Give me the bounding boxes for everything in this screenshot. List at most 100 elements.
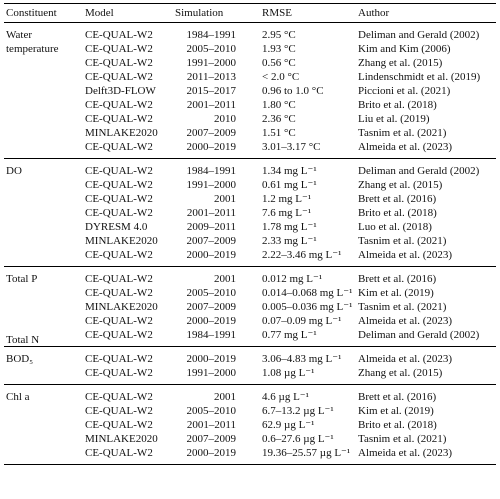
table-cell: 0.56 °C (262, 57, 296, 69)
table-cell: 0.77 mg L⁻¹ (262, 329, 317, 341)
table-cell: 1.2 mg L⁻¹ (262, 193, 312, 205)
table-cell: 3.01–3.17 °C (262, 141, 321, 153)
table-row: CE-QUAL-W2 2001 1.2 mg L⁻¹ Brett et al. (20… (4, 192, 496, 206)
table-cell: 2007–2009 (186, 235, 237, 247)
table-cell: Tasnim et al. (2021) (358, 127, 447, 139)
table-cell: Almeida et al. (2023) (358, 249, 453, 261)
table-cell: Kim et al. (2019) (358, 405, 434, 417)
table-cell: CE-QUAL-W2 (85, 353, 153, 365)
table-cell: 2001 (214, 193, 236, 205)
table-cell: 1.78 mg L⁻¹ (262, 221, 317, 233)
table-cell: 0.005–0.036 mg L⁻¹ (262, 301, 353, 313)
table-cell: 2001–2011 (186, 419, 236, 431)
header-cell: Author (356, 3, 496, 23)
table-row: MINLAKE2020 2007–2009 1.51 °C Tasnim et al.… (4, 126, 496, 140)
table-cell: 2005–2010 (186, 287, 237, 299)
table-cell: CE-QUAL-W2 (85, 141, 153, 153)
table-cell: 0.07–0.09 mg L⁻¹ (262, 315, 342, 327)
table-cell: CE-QUAL-W2 (85, 71, 153, 83)
table-cell: CE-QUAL-W2 (85, 165, 153, 177)
table-cell (4, 248, 83, 267)
table-row: CE-QUAL-W2 2001–2011 62.9 µg L⁻¹ Brito et a… (4, 418, 496, 432)
table-cell: CE-QUAL-W2 (85, 99, 153, 111)
table-row: CE-QUAL-W2 2005–2010 6.7–13.2 µg L⁻¹ Kim et… (4, 404, 496, 418)
table-cell (4, 178, 83, 192)
table-cell: Almeida et al. (2023) (358, 315, 453, 327)
table-cell: 2001–2011 (186, 99, 236, 111)
table-row: CE-QUAL-W2 2011–2013 < 2.0 °C Lindenschmidt… (4, 70, 496, 84)
table-row: CE-QUAL-W2 1991–2000 1.08 µg L⁻¹ Zhang et a… (4, 366, 496, 385)
table-cell: CE-QUAL-W2 (85, 29, 153, 41)
table-cell: Brett et al. (2016) (358, 391, 437, 403)
table-row: CE-QUAL-W2 2001–2011 1.80 °C Brito et al. (… (4, 98, 496, 112)
table-header: Constituent Model Simulation RMSE Author (4, 3, 496, 23)
table-cell: CE-QUAL-W2 (85, 207, 153, 219)
table-cell (4, 206, 83, 220)
table-cell: Brito et al. (2018) (358, 419, 437, 431)
constituent-label: Total N (6, 334, 40, 346)
table-cell: Brett et al. (2016) (358, 193, 437, 205)
table-cell: 1.51 °C (262, 127, 296, 139)
table-cell: 1984–1991 (186, 329, 237, 341)
table-cell: 0.014–0.068 mg L⁻¹ (262, 287, 353, 299)
table-section: BOD₅ CE-QUAL-W2 2000–2019 3.06–4.83 mg L⁻¹ A… (4, 347, 496, 385)
table-row: Total N CE-QUAL-W2 1984–1991 0.77 mg L⁻¹ Del… (4, 328, 496, 347)
table-row: MINLAKE2020 2007–2009 2.33 mg L⁻¹ Tasnim et… (4, 234, 496, 248)
table-cell: CE-QUAL-W2 (85, 405, 153, 417)
table-cell: 0.012 mg L⁻¹ (262, 273, 323, 285)
constituent-label: Water temperature (6, 29, 59, 55)
table-cell: 2007–2009 (186, 301, 237, 313)
table-section: Chl a CE-QUAL-W2 2001 4.6 µg L⁻¹ Brett et al… (4, 385, 496, 465)
table-cell: Brito et al. (2018) (358, 99, 437, 111)
table-cell: 6.7–13.2 µg L⁻¹ (262, 405, 334, 417)
table-cell: Deliman and Gerald (2002) (358, 165, 480, 177)
table-cell: < 2.0 °C (262, 71, 300, 83)
table-cell: CE-QUAL-W2 (85, 367, 153, 379)
constituent-label: Chl a (6, 391, 30, 403)
table-cell: 62.9 µg L⁻¹ (262, 419, 315, 431)
table-cell: 1.34 mg L⁻¹ (262, 165, 317, 177)
table-row: Chl a CE-QUAL-W2 2001 4.6 µg L⁻¹ Brett et al… (4, 385, 496, 405)
table-cell (4, 314, 83, 328)
table-cell (4, 84, 83, 98)
table-cell: 0.6–27.6 µg L⁻¹ (262, 433, 334, 445)
table-cell: 1.93 °C (262, 43, 296, 55)
table-row: CE-QUAL-W2 2001–2011 7.6 mg L⁻¹ Brito et al… (4, 206, 496, 220)
table-cell: Piccioni et al. (2021) (358, 85, 451, 97)
table-cell: 19.36–25.57 µg L⁻¹ (262, 447, 351, 459)
table-cell: 2007–2009 (186, 433, 237, 445)
table-cell: 2001 (214, 391, 236, 403)
table-cell: 0.96 to 1.0 °C (262, 85, 324, 97)
table-cell: 3.06–4.83 mg L⁻¹ (262, 353, 342, 365)
table-cell: 2.33 mg L⁻¹ (262, 235, 317, 247)
table-row: MINLAKE2020 2007–2009 0.005–0.036 mg L⁻¹ Ta… (4, 300, 496, 314)
table-row: CE-QUAL-W2 2005–2010 1.93 °C Kim and Kim (2… (4, 42, 496, 56)
table-cell: 1991–2000 (186, 57, 237, 69)
table-cell: Deliman and Gerald (2002) (358, 29, 480, 41)
table-cell: 2005–2010 (186, 405, 237, 417)
table-cell: MINLAKE2020 (85, 433, 158, 445)
table-cell: Tasnim et al. (2021) (358, 301, 447, 313)
table-cell (4, 446, 83, 465)
table-cell: Brito et al. (2018) (358, 207, 437, 219)
table-cell: Almeida et al. (2023) (358, 447, 453, 459)
header-cell: RMSE (260, 3, 356, 23)
constituent-label: DO (6, 165, 22, 177)
table-cell: Water temperature (4, 23, 83, 55)
table-cell: Zhang et al. (2015) (358, 367, 443, 379)
table-cell: 2000–2019 (186, 447, 237, 459)
table-cell: 2000–2019 (186, 353, 237, 365)
table-cell: DO (4, 159, 83, 179)
table-row: DYRESM 4.0 2009–2011 1.78 mg L⁻¹ Luo et al.… (4, 220, 496, 234)
table-cell: CE-QUAL-W2 (85, 329, 153, 341)
data-table: Constituent Model Simulation RMSE Author Wat… (4, 3, 496, 465)
table-cell: 2.95 °C (262, 29, 296, 41)
table-cell: CE-QUAL-W2 (85, 193, 153, 205)
table-section: Water temperature CE-QUAL-W2 1984–1991 2.95… (4, 23, 496, 159)
table-cell: 1.80 °C (262, 99, 296, 111)
table-row: CE-QUAL-W2 1991–2000 0.56 °C Zhang et al. (… (4, 56, 496, 70)
table-cell: Chl a (4, 385, 83, 405)
table-cell: 1984–1991 (186, 165, 237, 177)
table-cell: 2001–2011 (186, 207, 236, 219)
table-cell: 2.36 °C (262, 113, 296, 125)
